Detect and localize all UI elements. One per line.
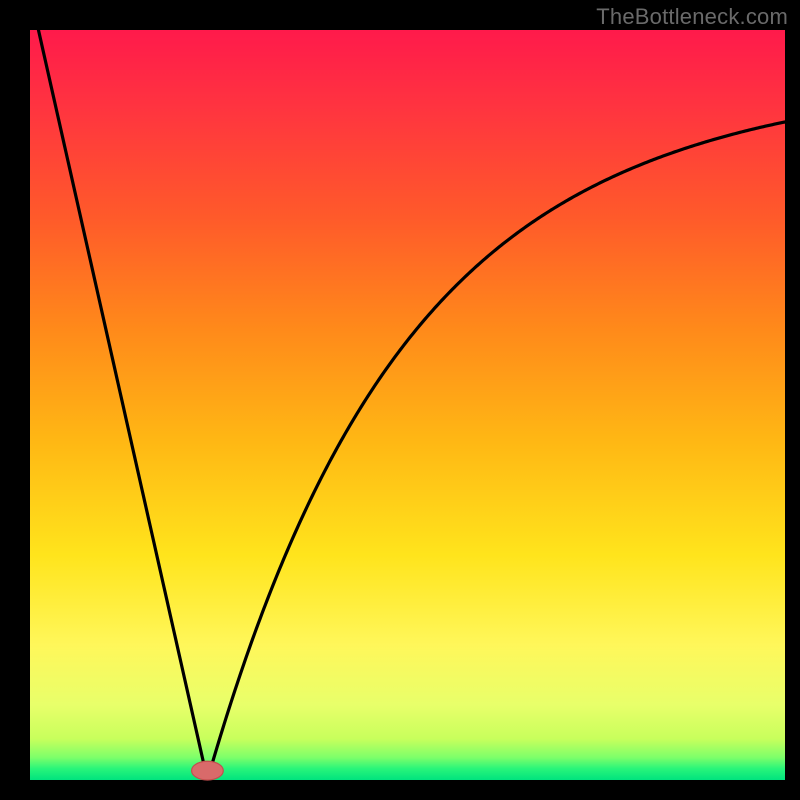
bottleneck-chart bbox=[0, 0, 800, 800]
optimal-marker bbox=[192, 761, 224, 780]
plot-background bbox=[30, 30, 785, 780]
chart-stage: TheBottleneck.com bbox=[0, 0, 800, 800]
watermark-text: TheBottleneck.com bbox=[596, 4, 788, 30]
